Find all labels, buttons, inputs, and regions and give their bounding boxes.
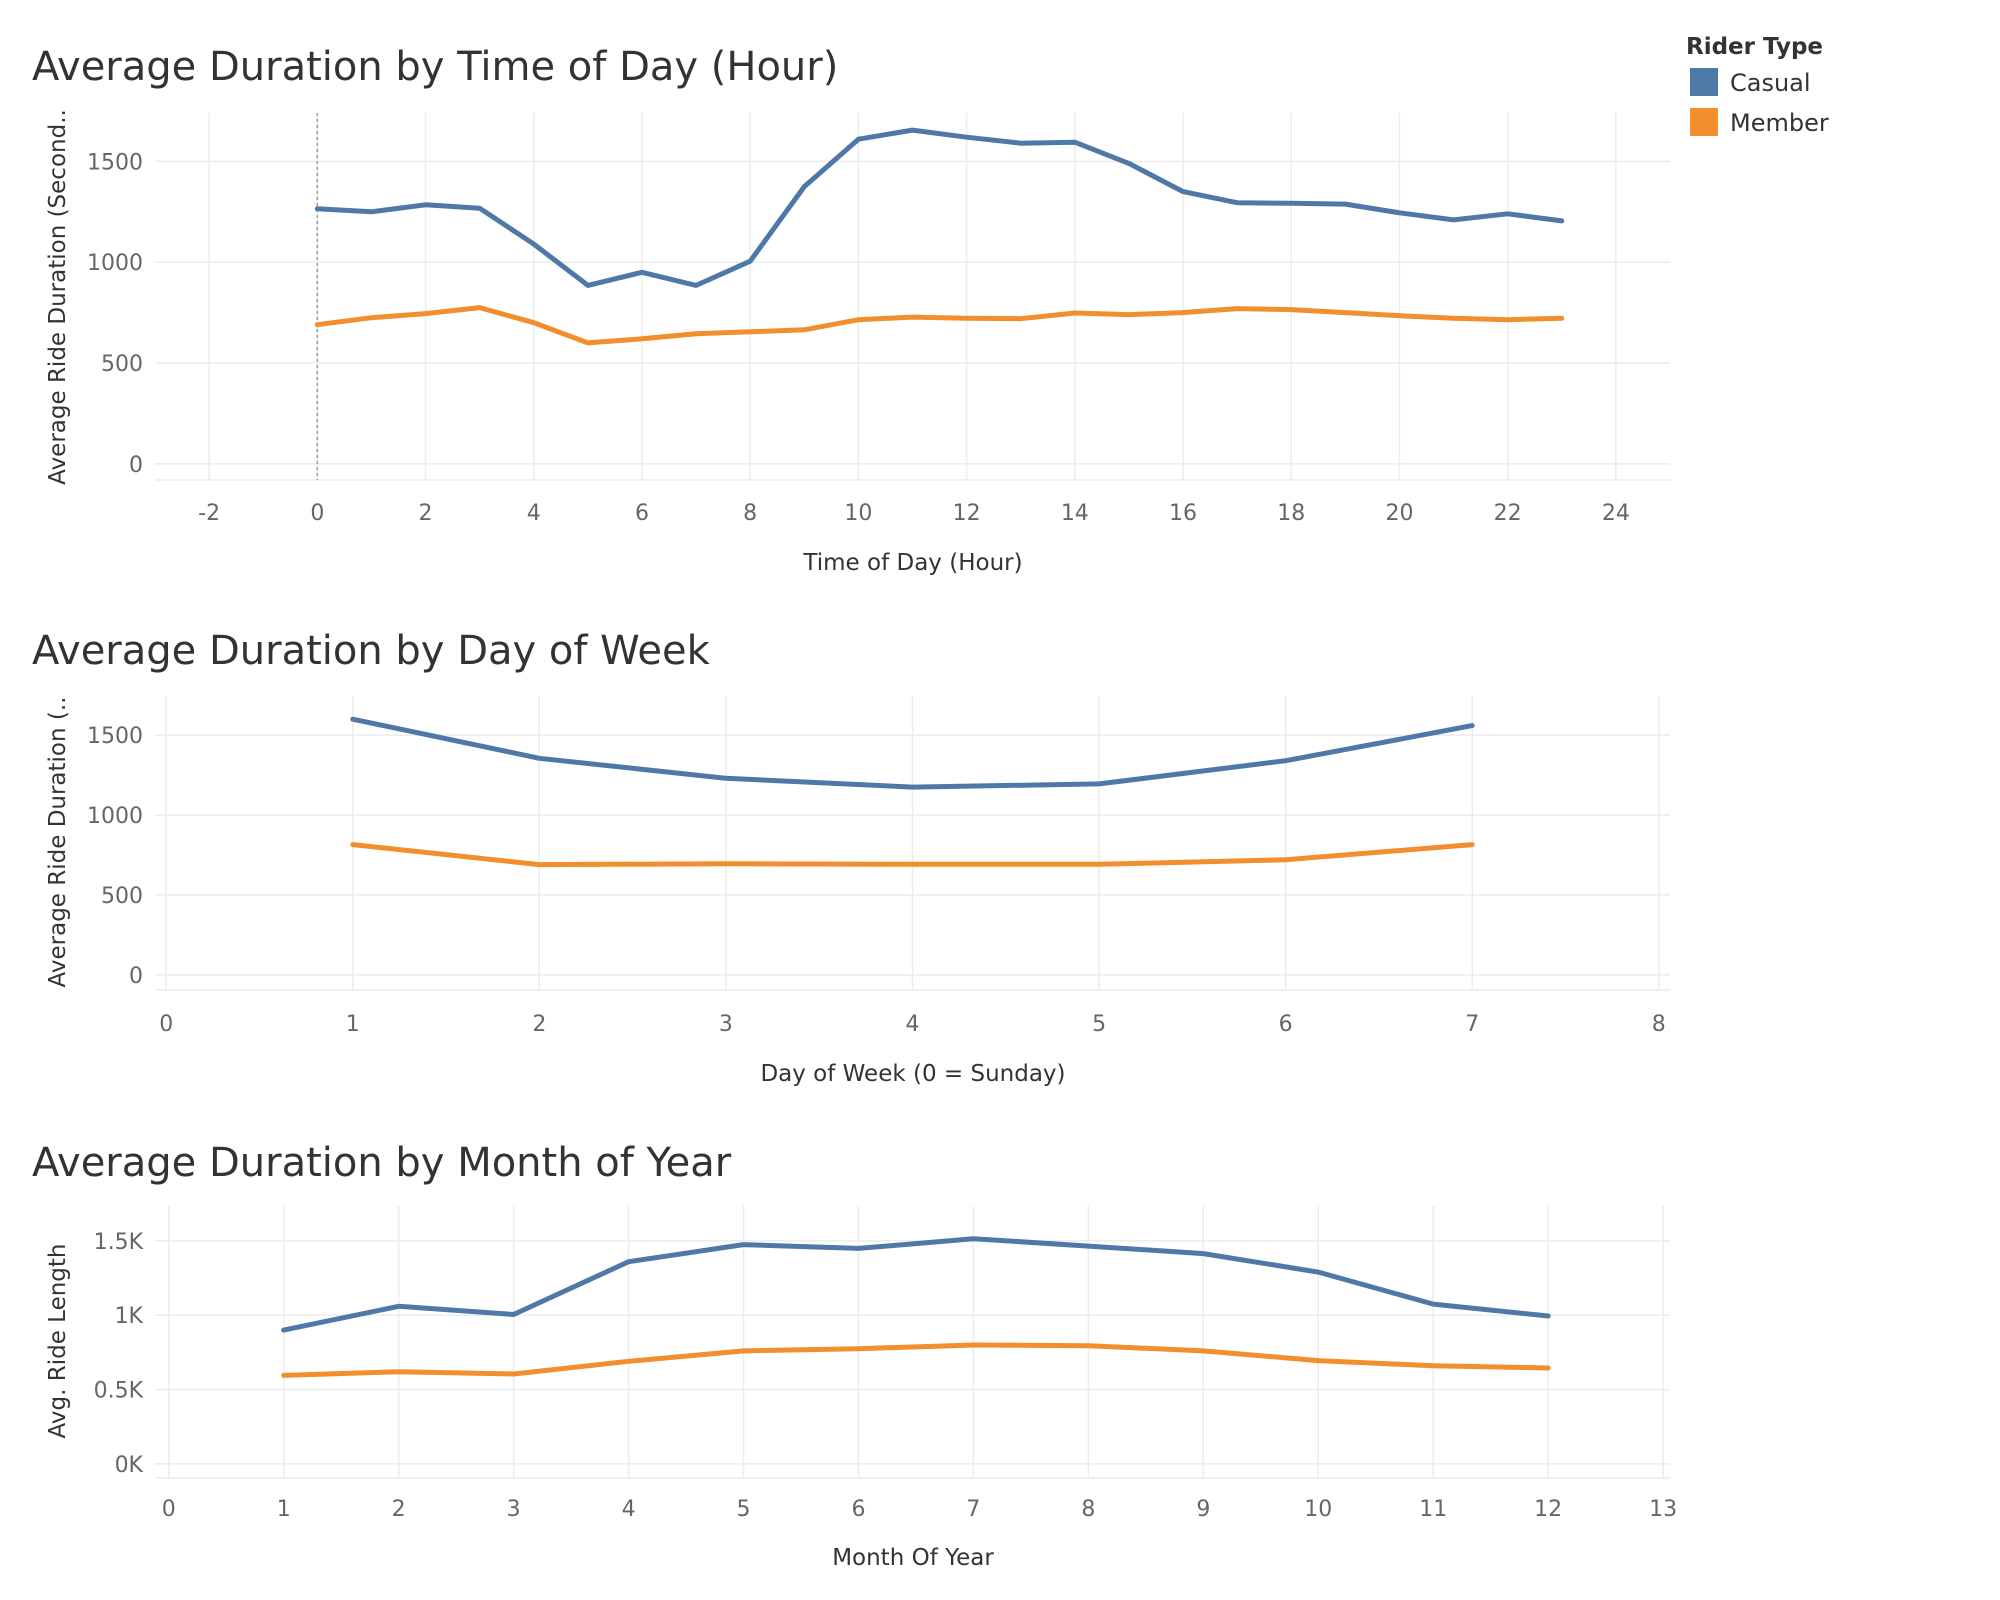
legend-label-member: Member bbox=[1730, 109, 1829, 137]
series-line-member[interactable] bbox=[350, 842, 1475, 868]
x-tick-label: 14 bbox=[1061, 501, 1089, 526]
x-tick-label: 10 bbox=[1304, 1497, 1332, 1522]
x-tick-label: 0 bbox=[162, 1497, 176, 1522]
chart-title: Average Duration by Time of Day (Hour) bbox=[32, 44, 838, 90]
x-tick-label: 9 bbox=[1196, 1497, 1210, 1522]
y-tick-label: 0.5K bbox=[94, 1379, 144, 1404]
chart-hour-of-day: Average Duration by Time of Day (Hour) -… bbox=[32, 44, 1670, 576]
x-tick-labels: 0 1 2 3 4 5 6 7 8 bbox=[159, 1012, 1666, 1037]
legend-label-casual: Casual bbox=[1730, 69, 1811, 97]
y-tick-labels: 0K 0.5K 1K 1.5K bbox=[94, 1230, 144, 1478]
y-tick-label: 1.5K bbox=[94, 1230, 144, 1255]
x-tick-label: 3 bbox=[507, 1497, 521, 1522]
x-axis-label: Day of Week (0 = Sunday) bbox=[760, 1061, 1065, 1087]
grid-lines bbox=[155, 1206, 1670, 1479]
y-axis-label: Avg. Ride Length bbox=[45, 1244, 71, 1439]
x-tick-label: 5 bbox=[737, 1497, 751, 1522]
x-tick-label: 20 bbox=[1385, 501, 1413, 526]
chart-title: Average Duration by Month of Year bbox=[32, 1140, 732, 1186]
x-tick-label: 8 bbox=[1652, 1012, 1666, 1037]
x-tick-label: 2 bbox=[392, 1497, 406, 1522]
series-lines bbox=[281, 1236, 1551, 1378]
x-tick-label: 10 bbox=[844, 501, 872, 526]
x-tick-label: 1 bbox=[277, 1497, 291, 1522]
x-tick-label: 6 bbox=[635, 501, 649, 526]
x-tick-label: 6 bbox=[1279, 1012, 1293, 1037]
y-tick-label: 1000 bbox=[87, 804, 143, 829]
x-tick-label: 0 bbox=[159, 1012, 173, 1037]
series-line-member[interactable] bbox=[281, 1342, 1551, 1378]
x-tick-label: 7 bbox=[1465, 1012, 1479, 1037]
legend-item-casual[interactable]: Casual bbox=[1690, 68, 1811, 97]
y-tick-label: 0K bbox=[115, 1453, 144, 1478]
series-line-casual[interactable] bbox=[314, 127, 1565, 288]
y-tick-labels: 0 500 1000 1500 bbox=[87, 724, 143, 989]
x-tick-label: 24 bbox=[1602, 501, 1630, 526]
x-tick-label: 12 bbox=[1534, 1497, 1562, 1522]
legend-swatch-casual bbox=[1690, 68, 1718, 96]
x-tick-labels: 0 1 2 3 4 5 6 7 8 9 10 11 12 13 bbox=[162, 1497, 1677, 1522]
x-tick-labels: -2 0 2 4 6 8 10 12 14 16 18 20 22 24 bbox=[198, 501, 1630, 526]
series-line-member[interactable] bbox=[314, 305, 1565, 346]
chart-title: Average Duration by Day of Week bbox=[32, 628, 711, 674]
series-lines bbox=[350, 716, 1475, 868]
series-lines bbox=[314, 127, 1565, 346]
y-tick-label: 1500 bbox=[87, 724, 143, 749]
x-tick-label: 4 bbox=[622, 1497, 636, 1522]
y-tick-labels: 0 500 1000 1500 bbox=[87, 150, 143, 477]
x-tick-label: 1 bbox=[346, 1012, 360, 1037]
x-tick-label: 8 bbox=[1081, 1497, 1095, 1522]
x-tick-label: 7 bbox=[966, 1497, 980, 1522]
x-tick-label: 13 bbox=[1649, 1497, 1677, 1522]
x-tick-label: 8 bbox=[743, 501, 757, 526]
x-tick-label: 2 bbox=[419, 501, 433, 526]
x-tick-label: 4 bbox=[906, 1012, 920, 1037]
x-tick-label: 18 bbox=[1277, 501, 1305, 526]
x-axis-label: Time of Day (Hour) bbox=[802, 550, 1022, 576]
x-tick-label: 22 bbox=[1494, 501, 1522, 526]
y-tick-label: 0 bbox=[129, 453, 143, 478]
x-tick-label: 0 bbox=[310, 501, 324, 526]
grid-lines bbox=[155, 696, 1670, 991]
x-tick-label: 16 bbox=[1169, 501, 1197, 526]
y-tick-label: 1500 bbox=[87, 150, 143, 175]
legend-item-member[interactable]: Member bbox=[1690, 108, 1829, 137]
x-tick-label: -2 bbox=[198, 501, 220, 526]
x-tick-label: 3 bbox=[719, 1012, 733, 1037]
y-tick-label: 1K bbox=[115, 1304, 144, 1329]
x-tick-label: 11 bbox=[1419, 1497, 1447, 1522]
y-tick-label: 1000 bbox=[87, 251, 143, 276]
x-tick-label: 2 bbox=[532, 1012, 546, 1037]
grid-lines bbox=[155, 113, 1670, 481]
chart-day-of-week: Average Duration by Day of Week 0 1 2 3 4 5 6 7… bbox=[32, 628, 1670, 1087]
x-axis-label: Month Of Year bbox=[832, 1545, 994, 1571]
x-tick-label: 12 bbox=[953, 501, 981, 526]
y-tick-label: 500 bbox=[101, 884, 143, 909]
y-tick-label: 500 bbox=[101, 352, 143, 377]
legend: Rider Type Casual Member bbox=[1686, 34, 1829, 137]
series-line-casual[interactable] bbox=[281, 1236, 1551, 1333]
y-tick-label: 0 bbox=[129, 964, 143, 989]
legend-title: Rider Type bbox=[1686, 34, 1823, 60]
x-tick-label: 4 bbox=[527, 501, 541, 526]
x-tick-label: 6 bbox=[851, 1497, 865, 1522]
legend-swatch-member bbox=[1690, 108, 1718, 136]
y-axis-label: Average Ride Duration (Second.. bbox=[45, 109, 71, 485]
series-line-casual[interactable] bbox=[350, 716, 1475, 790]
x-tick-label: 5 bbox=[1092, 1012, 1106, 1037]
y-axis-label: Average Ride Duration (.. bbox=[45, 697, 71, 988]
